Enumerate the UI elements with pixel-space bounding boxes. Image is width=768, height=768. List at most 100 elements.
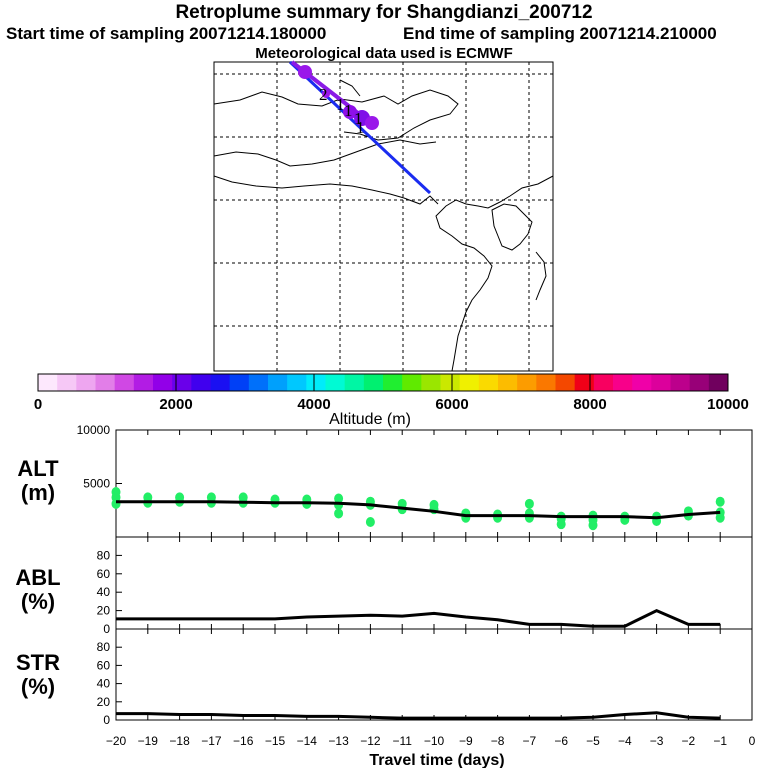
colorbar-cell <box>191 374 211 391</box>
x-tick-label: −20 <box>106 734 127 748</box>
x-tick-label: −7 <box>523 734 537 748</box>
colorbar-cell <box>574 374 595 391</box>
colorbar-cell <box>38 374 58 391</box>
map-panel: 2 1 1 1 1 <box>213 60 554 372</box>
colorbar: 0 2000 4000 6000 8000 10000 Altitude (m) <box>34 373 749 428</box>
colorbar-cell <box>383 374 403 391</box>
plume-markers: 2 1 1 1 1 <box>319 85 365 137</box>
plume-cluster-1 <box>298 65 312 79</box>
colorbar-cell <box>306 374 326 391</box>
x-axis-label: Travel time (days) <box>369 752 504 768</box>
abl-series-group: 0 20 40 60 80 <box>97 537 753 636</box>
altitude-scatter-point <box>524 498 534 509</box>
altitude-scatter-point <box>715 496 725 507</box>
met-data-label: Meteorological data used is ECMWF <box>255 45 513 62</box>
colorbar-cell <box>536 374 556 391</box>
colorbar-cell <box>517 374 537 391</box>
x-tick-label: −6 <box>554 734 568 748</box>
timeseries-panels: ALT (m) ABL (%) STR (%) 10000 5000 0 20 40 60… <box>15 423 755 768</box>
altitude-scatter-point <box>588 520 598 531</box>
x-tick-label: −17 <box>201 734 222 748</box>
colorbar-axis-label: Altitude (m) <box>329 411 411 428</box>
str-panel-label: STR <box>16 650 60 675</box>
x-tick-label: −10 <box>424 734 445 748</box>
abl-line <box>116 608 721 628</box>
x-tick-label: −19 <box>138 734 159 748</box>
colorbar-cell <box>210 374 231 391</box>
str-panel-unit: (%) <box>21 674 55 699</box>
x-tick-label: −9 <box>459 734 473 748</box>
altitude-scatter-point <box>397 498 407 509</box>
altitude-scatter-point <box>143 492 153 503</box>
colorbar-cell <box>57 374 77 391</box>
map-coastlines <box>213 79 554 372</box>
colorbar-cell <box>402 374 422 391</box>
colorbar-cell <box>248 374 269 391</box>
colorbar-cell <box>593 374 614 391</box>
start-time-label: Start time of sampling 20071214.180000 <box>6 24 327 43</box>
colorbar-tick-label: 4000 <box>297 396 330 413</box>
colorbar-cell <box>229 374 250 391</box>
abl-panel-frame <box>115 536 753 630</box>
y-tick-label: 40 <box>97 677 111 691</box>
y-tick-label: 80 <box>97 640 111 654</box>
x-tick-label: −2 <box>682 734 696 748</box>
colorbar-cell <box>421 374 441 391</box>
x-tick-label: −15 <box>265 734 286 748</box>
colorbar-cell <box>478 374 499 391</box>
colorbar-cell <box>325 374 346 391</box>
colorbar-cell <box>268 374 288 391</box>
altitude-scatter-point <box>238 492 248 503</box>
alt-panel-label: ALT <box>17 456 59 481</box>
x-tick-label: −11 <box>392 734 412 748</box>
colorbar-tick-label: 0 <box>34 396 42 413</box>
colorbar-cell <box>114 374 135 391</box>
x-tick-label: −4 <box>618 734 632 748</box>
colorbar-cell <box>287 374 307 391</box>
str-line <box>116 711 721 720</box>
y-tick-label: 5000 <box>83 477 110 491</box>
x-tick-label: 0 <box>749 734 756 748</box>
colorbar-cell <box>344 374 365 391</box>
plume-cluster-5 <box>365 116 379 130</box>
altitude-scatter-point <box>365 517 375 528</box>
y-tick-label: 40 <box>97 585 111 599</box>
colorbar-cell <box>172 374 192 391</box>
y-tick-label: 0 <box>103 713 110 727</box>
y-tick-label: 0 <box>103 622 110 636</box>
x-tick-label: −1 <box>713 734 727 748</box>
plume-cluster-3 <box>343 105 357 119</box>
retroplume-track: 2 1 1 1 1 <box>288 60 432 195</box>
y-tick-label: 10000 <box>77 423 111 437</box>
plume-cluster-2 <box>322 90 330 98</box>
colorbar-cell <box>95 374 116 391</box>
y-tick-label: 60 <box>97 567 111 581</box>
map-grid <box>214 62 553 371</box>
y-tick-label: 20 <box>97 604 111 618</box>
colorbar-cell <box>613 374 633 391</box>
abl-panel-label: ABL <box>15 565 60 590</box>
altitude-scatter-point <box>334 493 344 504</box>
end-time-label: End time of sampling 20071214.210000 <box>403 24 717 43</box>
altitude-scatter-point <box>111 487 121 498</box>
x-tick-label: −8 <box>491 734 505 748</box>
altitude-scatter-point <box>715 507 725 518</box>
alt-line <box>116 500 721 520</box>
colorbar-tick-label: 8000 <box>573 396 606 413</box>
colorbar-frame <box>37 373 729 392</box>
colorbar-cell <box>708 374 729 391</box>
colorbar-ticks: 0 2000 4000 6000 8000 10000 <box>34 374 749 413</box>
colorbar-cell <box>363 374 384 391</box>
alt-panel-unit: (m) <box>21 480 55 505</box>
colorbar-cell <box>153 374 173 391</box>
x-tick-label: −12 <box>360 734 381 748</box>
x-tick-label: −18 <box>169 734 190 748</box>
altitude-scatter-point <box>429 499 439 510</box>
marker-number: 2 <box>319 85 328 104</box>
map-frame <box>213 61 554 372</box>
x-tick-label: −14 <box>297 734 318 748</box>
colorbar-tick-label: 2000 <box>159 396 192 413</box>
